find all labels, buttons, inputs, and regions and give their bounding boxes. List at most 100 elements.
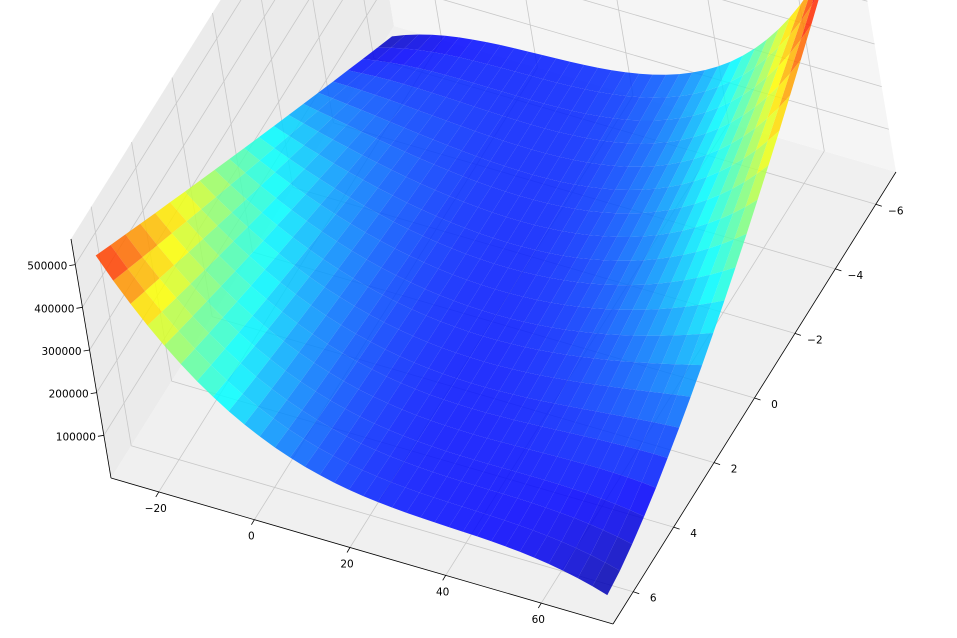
surface-face <box>539 327 566 353</box>
surface-face <box>217 212 248 242</box>
surface-face <box>460 434 488 460</box>
surface-face <box>409 235 438 263</box>
surface-face <box>667 137 694 165</box>
surface-face <box>403 49 432 68</box>
surface-face <box>290 169 320 195</box>
surface-face <box>362 450 390 477</box>
surface-face <box>430 399 458 426</box>
surface-face <box>673 305 699 336</box>
surface-face <box>259 148 290 173</box>
surface-face <box>348 470 377 497</box>
surface-face <box>479 212 507 238</box>
surface-face <box>706 101 731 134</box>
surface-face <box>445 429 474 456</box>
surface-face <box>586 116 614 141</box>
surface-face <box>373 376 401 404</box>
surface-face <box>260 172 291 199</box>
surface-face <box>623 390 650 420</box>
x-tick-label: 0 <box>248 531 255 543</box>
surface-face <box>362 138 391 163</box>
surface-face <box>397 282 425 310</box>
x-tick-label: −20 <box>145 503 167 515</box>
surface-face <box>244 406 274 437</box>
surface-face <box>367 267 396 295</box>
surface-face <box>418 92 446 116</box>
surface-face <box>190 269 221 302</box>
surface-face <box>719 136 744 172</box>
surface-face <box>487 67 515 92</box>
surface-face <box>318 81 348 99</box>
surface-face <box>639 74 666 98</box>
surface-face <box>256 358 286 389</box>
surface-face <box>627 120 654 144</box>
surface-face <box>466 259 495 285</box>
surface-face <box>744 141 768 182</box>
surface-face <box>338 250 367 279</box>
surface-face <box>186 209 218 239</box>
surface-face <box>204 255 236 287</box>
surface-face <box>451 227 479 254</box>
surface-face <box>642 164 668 190</box>
surface-face <box>640 119 667 144</box>
surface-face <box>755 47 779 87</box>
surface-face <box>208 317 239 349</box>
surface-face <box>416 394 444 421</box>
surface-face <box>403 88 432 111</box>
surface-face <box>157 233 189 266</box>
surface-face <box>672 277 698 309</box>
surface-face <box>444 404 473 430</box>
surface-face <box>382 275 411 303</box>
surface-face <box>176 283 207 317</box>
surface-face <box>408 209 436 236</box>
surface-face <box>485 365 513 391</box>
surface-face <box>545 484 573 513</box>
surface-face <box>667 115 693 143</box>
surface-face <box>436 196 464 223</box>
surface-face <box>697 244 722 278</box>
z-tick-mark <box>69 264 76 266</box>
surface-face <box>516 449 544 476</box>
surface-face <box>400 362 429 389</box>
surface-face <box>743 97 767 137</box>
surface-face <box>335 197 365 224</box>
surface-face <box>130 291 162 326</box>
surface-face <box>617 236 644 261</box>
surface-face <box>789 24 812 74</box>
surface-face <box>383 302 412 330</box>
surface-face <box>331 408 360 437</box>
y-tick-label: 0 <box>771 399 778 411</box>
surface-face <box>766 34 790 78</box>
surface-face <box>711 267 736 303</box>
surface-face <box>615 477 642 510</box>
surface-face <box>568 382 595 409</box>
surface-face <box>403 68 432 89</box>
surface-face <box>626 73 653 98</box>
surface-face <box>503 120 531 146</box>
surface-face <box>473 64 501 88</box>
surface-face <box>386 356 415 383</box>
surface-face <box>544 107 572 133</box>
surface-face <box>563 257 591 283</box>
surface-face <box>501 71 529 96</box>
surface-face <box>557 86 585 111</box>
surface-face <box>693 107 719 138</box>
surface-face <box>345 389 374 417</box>
surface-face <box>629 188 656 214</box>
surface-face <box>321 214 351 242</box>
surface-face <box>706 143 732 177</box>
grid-line-y-wall <box>90 206 132 446</box>
surface-face <box>361 95 390 116</box>
surface-face <box>505 170 533 196</box>
surface-face <box>519 174 547 200</box>
surface-face <box>513 372 540 398</box>
surface-face <box>245 160 275 186</box>
surface-face <box>606 309 633 335</box>
surface-face <box>669 204 695 234</box>
surface-face <box>194 333 225 366</box>
y-tick-label: −6 <box>888 205 904 217</box>
surface-face <box>188 239 220 270</box>
surface-face <box>434 502 462 528</box>
surface-face <box>732 150 756 189</box>
surface-face <box>548 206 576 232</box>
surface-face <box>394 229 423 256</box>
